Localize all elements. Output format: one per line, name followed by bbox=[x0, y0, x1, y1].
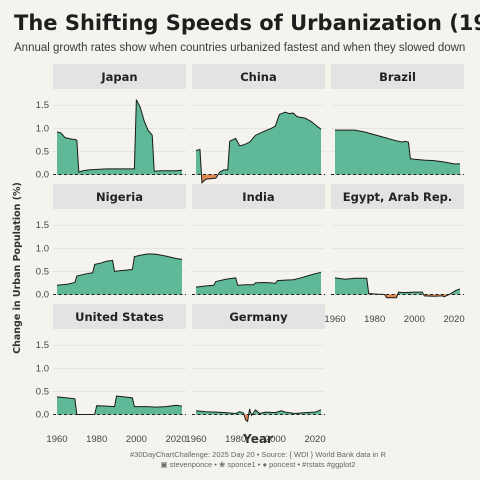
x-tick-label: 1960 bbox=[185, 434, 206, 445]
series-line bbox=[195, 111, 322, 184]
x-tick-label: 1960 bbox=[324, 314, 345, 325]
y-tick-label: 1.5 bbox=[36, 220, 49, 231]
panel-germany: Germany 1960 1980 2000 2020 bbox=[185, 304, 326, 445]
positive-growth-area bbox=[57, 396, 182, 415]
facet-strip bbox=[192, 304, 325, 329]
facet-label: Egypt, Arab Rep. bbox=[343, 190, 453, 204]
negative-growth-area bbox=[196, 414, 321, 422]
series-line bbox=[335, 129, 460, 165]
facet-strip bbox=[53, 184, 186, 209]
facet-strip bbox=[53, 64, 186, 89]
facet-label: Germany bbox=[229, 310, 288, 324]
facet-label: China bbox=[240, 70, 277, 84]
series-line bbox=[56, 395, 183, 415]
y-tick-label: 1.0 bbox=[36, 123, 49, 134]
x-tick-label: 1980 bbox=[364, 314, 385, 325]
y-tick-label: 0.5 bbox=[36, 266, 49, 277]
y-tick-label: 0.0 bbox=[36, 169, 49, 180]
panel-nigeria: Nigeria 0.0 0.5 1.0 1.5 bbox=[36, 184, 186, 300]
y-tick-label: 1.5 bbox=[36, 340, 49, 351]
panel-japan: Japan 0.0 0.5 1.0 1.5 bbox=[36, 64, 186, 180]
x-tick-label: 2000 bbox=[404, 314, 425, 325]
y-tick-label: 1.5 bbox=[36, 100, 49, 111]
panel-united-states: United States 0.0 0.5 1.0 1.5 1960 1980 2000 202… bbox=[36, 304, 187, 445]
positive-growth-area bbox=[57, 253, 182, 295]
negative-growth-area bbox=[335, 294, 460, 298]
facet-label: United States bbox=[75, 310, 164, 324]
facet-strip bbox=[192, 64, 325, 89]
x-axis-title: Year bbox=[242, 432, 273, 446]
positive-growth-area bbox=[196, 272, 321, 295]
series-line bbox=[56, 99, 183, 173]
x-tick-label: 2020 bbox=[165, 434, 186, 445]
y-tick-label: 0.0 bbox=[36, 289, 49, 300]
y-tick-label: 0.5 bbox=[36, 146, 49, 157]
series-line bbox=[56, 253, 183, 286]
x-tick-label: 1980 bbox=[225, 434, 246, 445]
facet-strip bbox=[192, 184, 325, 209]
y-axis-title: Change in Urban Population (%) bbox=[12, 182, 23, 354]
chart-subtitle: Annual growth rates show when countries … bbox=[14, 42, 465, 54]
caption-credits: ▣ stevenponce • ❀ sponce1 • ● poncest • … bbox=[160, 460, 355, 469]
x-tick-label: 2020 bbox=[304, 434, 325, 445]
facet-strip bbox=[53, 304, 186, 329]
positive-growth-area bbox=[335, 277, 460, 295]
y-tick-label: 0.0 bbox=[36, 409, 49, 420]
panel-egypt-arab-rep: Egypt, Arab Rep. 1960 1980 2000 2020 bbox=[324, 184, 465, 325]
panel-brazil: Brazil bbox=[331, 64, 464, 175]
facet-panels: Japan 0.0 0.5 1.0 1.5 China Brazil Nigeria 0.0 0.… bbox=[36, 64, 465, 445]
panel-india: India bbox=[192, 184, 325, 295]
positive-growth-area bbox=[335, 130, 460, 175]
x-tick-label: 2000 bbox=[265, 434, 286, 445]
series-line bbox=[334, 277, 461, 299]
facet-label: Brazil bbox=[379, 70, 416, 84]
facet-label: India bbox=[242, 190, 274, 204]
y-tick-label: 0.5 bbox=[36, 386, 49, 397]
facet-strip bbox=[331, 64, 464, 89]
x-tick-label: 2020 bbox=[443, 314, 464, 325]
facet-label: Nigeria bbox=[96, 190, 143, 204]
y-tick-label: 1.0 bbox=[36, 243, 49, 254]
chart-title: The Shifting Speeds of Urbanization (196… bbox=[14, 11, 480, 35]
series-line bbox=[195, 408, 322, 423]
panel-china: China bbox=[192, 64, 325, 184]
facet-strip bbox=[331, 184, 464, 209]
positive-growth-area bbox=[196, 112, 321, 175]
negative-growth-area bbox=[196, 174, 321, 183]
positive-growth-area bbox=[57, 99, 182, 175]
x-tick-label: 1980 bbox=[86, 434, 107, 445]
x-tick-label: 2000 bbox=[126, 434, 147, 445]
facet-label: Japan bbox=[100, 70, 137, 84]
caption-source: #30DayChartChallenge: 2025 Day 20 • Sour… bbox=[130, 450, 387, 459]
series-line bbox=[195, 271, 322, 288]
x-tick-label: 1960 bbox=[46, 434, 67, 445]
y-tick-label: 1.0 bbox=[36, 363, 49, 374]
